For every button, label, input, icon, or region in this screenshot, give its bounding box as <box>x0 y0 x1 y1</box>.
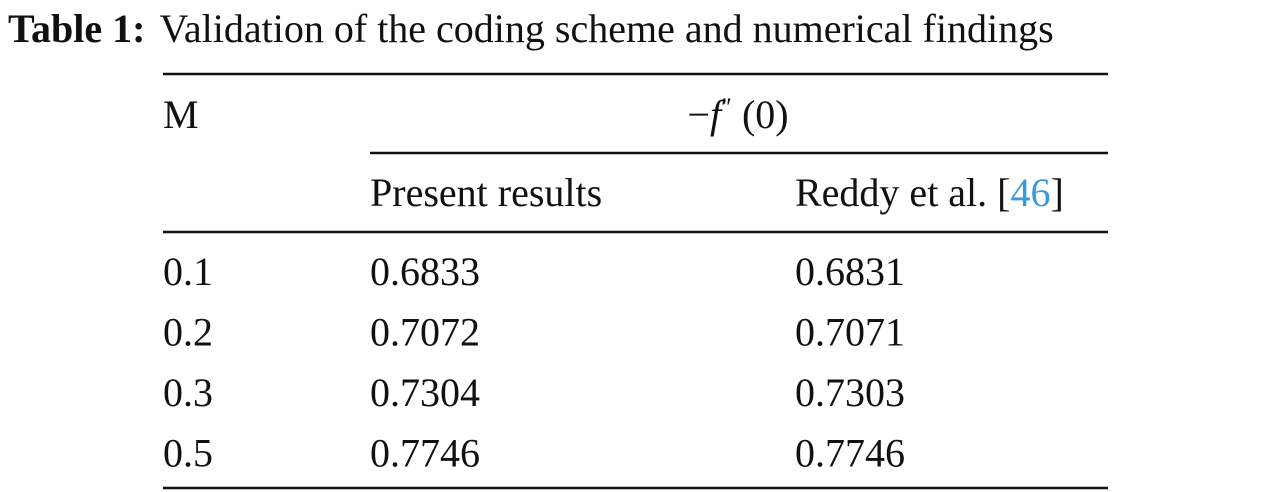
reference-prefix: Reddy et al. [ <box>795 170 1011 215</box>
table-cell: 0.7303 <box>795 370 905 415</box>
table-cell: 0.7071 <box>795 310 905 355</box>
table-cell: 0.7072 <box>370 310 480 355</box>
argument: (0) <box>742 92 789 137</box>
caption: Table 1: Validation of the coding scheme … <box>8 6 1054 51</box>
table-cell: 0.6833 <box>370 249 480 294</box>
reference-suffix: ] <box>1051 170 1064 215</box>
table-cell: 0.3 <box>163 370 213 415</box>
table-cell: 0.7304 <box>370 370 480 415</box>
table-cell: 0.6831 <box>795 249 905 294</box>
table-cell: 0.2 <box>163 310 213 355</box>
table-cell: 0.1 <box>163 249 213 294</box>
caption-label: Table 1: <box>8 6 145 51</box>
column-header: M <box>163 92 199 137</box>
table-cell: 0.7746 <box>795 431 905 476</box>
table-body: 0.1 0.6833 0.6831 0.2 0.7072 0.7071 0.3 0.7304 0… <box>163 249 905 476</box>
sub-header: Reddy et al. [46] <box>795 170 1064 215</box>
table-cell: 0.5 <box>163 431 213 476</box>
minus: − <box>687 92 710 137</box>
sub-header: Present results <box>370 170 602 215</box>
prime: ″ <box>721 93 732 122</box>
table-cell: 0.7746 <box>370 431 480 476</box>
citation-link[interactable]: 46 <box>1011 170 1051 215</box>
group-header: −f″ (0) <box>687 92 788 137</box>
caption-text: Validation of the coding scheme and nume… <box>159 6 1053 51</box>
